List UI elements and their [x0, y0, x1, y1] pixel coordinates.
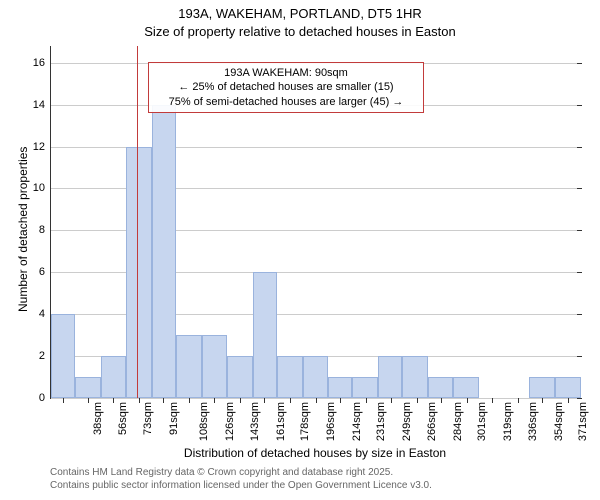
y-tick-mark	[577, 230, 582, 231]
chart-title-sub: Size of property relative to detached ho…	[0, 24, 600, 39]
x-tick-mark	[568, 398, 569, 403]
x-tick-mark	[417, 398, 418, 403]
x-tick-mark	[88, 398, 89, 403]
x-tick-mark	[391, 398, 392, 403]
y-tick-mark	[577, 63, 582, 64]
y-tick-mark	[577, 105, 582, 106]
annotation-line: ← 25% of detached houses are smaller (15…	[155, 80, 417, 94]
histogram-bar	[101, 356, 125, 398]
x-tick-mark	[467, 398, 468, 403]
x-tick-mark	[290, 398, 291, 403]
histogram-bar	[555, 377, 581, 398]
x-tick-label: 319sqm	[502, 402, 514, 441]
x-tick-label: 73sqm	[142, 402, 154, 435]
x-tick-label: 126sqm	[224, 402, 236, 441]
y-tick-mark	[577, 272, 582, 273]
histogram-bar	[277, 356, 303, 398]
x-tick-mark	[492, 398, 493, 403]
x-tick-label: 249sqm	[402, 402, 414, 441]
x-tick-label: 38sqm	[92, 402, 104, 435]
x-tick-label: 143sqm	[249, 402, 261, 441]
x-tick-label: 301sqm	[476, 402, 488, 441]
y-tick-mark	[577, 188, 582, 189]
histogram-bar	[152, 105, 176, 398]
x-tick-label: 178sqm	[299, 402, 311, 441]
histogram-bar	[51, 314, 75, 398]
annotation-box: 193A WAKEHAM: 90sqm← 25% of detached hou…	[148, 62, 424, 113]
x-tick-label: 266sqm	[426, 402, 438, 441]
histogram-bar	[328, 377, 352, 398]
x-tick-mark	[214, 398, 215, 403]
histogram-bar	[352, 377, 378, 398]
histogram-bar	[202, 335, 226, 398]
x-tick-mark	[518, 398, 519, 403]
x-tick-label: 371sqm	[577, 402, 589, 441]
y-tick-label: 12	[33, 141, 51, 153]
x-tick-mark	[163, 398, 164, 403]
y-tick-label: 2	[39, 350, 51, 362]
plot-area: 024681012141638sqm56sqm73sqm91sqm108sqm1…	[50, 46, 581, 399]
histogram-bar	[75, 377, 101, 398]
histogram-bar	[402, 356, 428, 398]
y-tick-label: 0	[39, 392, 51, 404]
y-tick-mark	[577, 314, 582, 315]
x-tick-mark	[63, 398, 64, 403]
x-tick-mark	[316, 398, 317, 403]
y-tick-label: 8	[39, 224, 51, 236]
x-tick-label: 336sqm	[527, 402, 539, 441]
x-tick-label: 284sqm	[452, 402, 464, 441]
x-tick-label: 91sqm	[168, 402, 180, 435]
x-tick-mark	[264, 398, 265, 403]
y-tick-label: 6	[39, 266, 51, 278]
histogram-bar	[253, 272, 277, 398]
annotation-line: 75% of semi-detached houses are larger (…	[155, 95, 417, 109]
x-tick-mark	[240, 398, 241, 403]
footer-line-1: Contains HM Land Registry data © Crown c…	[50, 466, 432, 479]
annotation-line: 193A WAKEHAM: 90sqm	[155, 66, 417, 80]
y-tick-mark	[577, 356, 582, 357]
x-tick-mark	[139, 398, 140, 403]
histogram-bar	[126, 147, 152, 398]
x-tick-label: 161sqm	[275, 402, 287, 441]
x-axis-label: Distribution of detached houses by size …	[50, 446, 580, 460]
y-tick-label: 4	[39, 308, 51, 320]
x-tick-label: 231sqm	[376, 402, 388, 441]
histogram-bar	[453, 377, 479, 398]
x-tick-mark	[542, 398, 543, 403]
y-tick-mark	[577, 398, 582, 399]
y-tick-mark	[577, 147, 582, 148]
x-tick-mark	[340, 398, 341, 403]
y-axis-label: Number of detached properties	[16, 147, 30, 312]
property-marker-line	[137, 46, 138, 398]
footer-attribution: Contains HM Land Registry data © Crown c…	[50, 466, 432, 492]
histogram-bar	[378, 356, 402, 398]
histogram-bar	[303, 356, 327, 398]
y-tick-label: 14	[33, 99, 51, 111]
x-tick-label: 108sqm	[198, 402, 210, 441]
y-tick-label: 16	[33, 57, 51, 69]
histogram-bar	[227, 356, 253, 398]
x-tick-label: 354sqm	[553, 402, 565, 441]
histogram-bar	[176, 335, 202, 398]
x-tick-label: 214sqm	[351, 402, 363, 441]
y-tick-label: 10	[33, 182, 51, 194]
x-tick-label: 196sqm	[325, 402, 337, 441]
chart-container: 193A, WAKEHAM, PORTLAND, DT5 1HR Size of…	[0, 0, 600, 500]
histogram-bar	[529, 377, 555, 398]
footer-line-2: Contains public sector information licen…	[50, 479, 432, 492]
histogram-bar	[428, 377, 452, 398]
chart-title-main: 193A, WAKEHAM, PORTLAND, DT5 1HR	[0, 6, 600, 21]
x-tick-label: 56sqm	[117, 402, 129, 435]
x-tick-mark	[189, 398, 190, 403]
x-tick-mark	[441, 398, 442, 403]
x-tick-mark	[113, 398, 114, 403]
x-tick-mark	[366, 398, 367, 403]
